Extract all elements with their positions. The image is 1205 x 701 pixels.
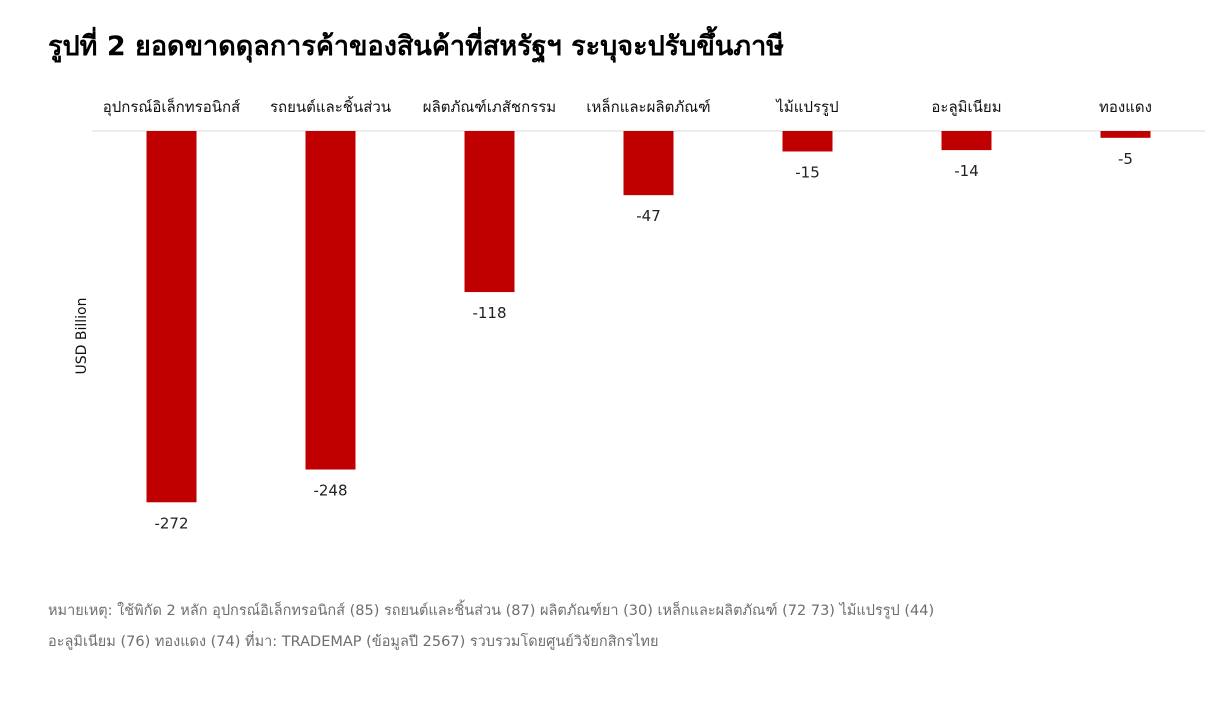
category-label: ผลิตภัณฑ์เภสัชกรรม	[423, 98, 556, 116]
y-axis-label: USD Billion	[74, 298, 90, 375]
data-label: -118	[472, 304, 506, 322]
data-label: -14	[954, 162, 979, 180]
chart-title: รูปที่ 2 ยอดขาดดุลการค้าของสินค้าที่สหรั…	[48, 31, 785, 62]
footnote-line-1: หมายเหตุ: ใช้พิกัด 2 หลัก อุปกรณ์อิเล็กท…	[48, 603, 935, 619]
data-label: -272	[154, 514, 188, 532]
category-label: อุปกรณ์อิเล็กทรอนิกส์	[103, 97, 240, 117]
footnote: หมายเหตุ: ใช้พิกัด 2 หลัก อุปกรณ์อิเล็กท…	[48, 596, 1158, 658]
bar	[623, 131, 674, 196]
category-label: ไม้แปรรูป	[775, 98, 838, 116]
bar	[464, 131, 515, 293]
bar	[1100, 131, 1151, 138]
data-label: -15	[795, 163, 820, 181]
bar	[941, 131, 992, 151]
bar	[146, 131, 197, 503]
data-label: -5	[1118, 150, 1133, 168]
bar	[305, 131, 356, 470]
category-label: รถยนต์และชิ้นส่วน	[270, 96, 391, 116]
category-label: เหล็กและผลิตภัณฑ์	[586, 97, 710, 116]
data-label: -248	[313, 482, 347, 500]
bar-chart: USD Billion อุปกรณ์อิเล็กทรอนิกส์ รถยนต์แ…	[74, 96, 1205, 532]
bar	[782, 131, 833, 152]
footnote-line-2: อะลูมิเนียม (76) ทองแดง (74) ที่มา: TRAD…	[48, 634, 659, 650]
category-label: ทองแดง	[1099, 98, 1152, 116]
category-label: อะลูมิเนียม	[931, 98, 1001, 116]
data-label: -47	[636, 207, 661, 225]
